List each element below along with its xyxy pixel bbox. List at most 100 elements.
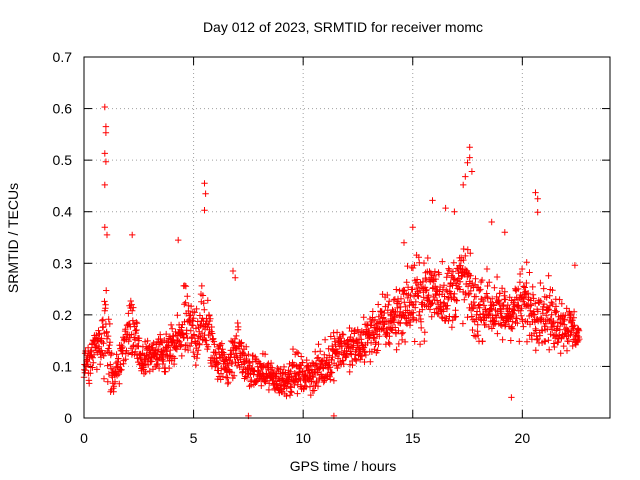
data-point bbox=[472, 275, 479, 282]
data-point bbox=[339, 330, 346, 338]
data-point bbox=[104, 332, 112, 340]
data-point bbox=[334, 364, 341, 372]
data-point bbox=[87, 370, 94, 377]
data-point bbox=[299, 359, 306, 366]
data-point bbox=[488, 325, 496, 332]
data-point bbox=[182, 283, 190, 290]
data-point bbox=[287, 384, 295, 391]
data-point bbox=[507, 324, 515, 332]
data-point bbox=[128, 301, 135, 308]
data-point bbox=[534, 195, 541, 202]
data-point bbox=[303, 356, 310, 364]
data-point bbox=[167, 346, 174, 354]
data-point bbox=[192, 361, 199, 369]
plot-frame bbox=[83, 56, 611, 419]
data-point bbox=[419, 278, 427, 285]
data-point bbox=[326, 373, 333, 380]
data-point bbox=[102, 158, 110, 165]
data-point bbox=[89, 364, 96, 371]
data-point bbox=[531, 311, 538, 318]
data-point bbox=[208, 363, 216, 370]
data-point bbox=[103, 287, 110, 294]
data-point bbox=[393, 286, 400, 293]
data-point bbox=[196, 341, 203, 348]
data-point bbox=[488, 305, 495, 313]
data-point bbox=[184, 293, 191, 300]
data-point bbox=[329, 353, 336, 361]
data-point bbox=[202, 190, 209, 197]
data-point bbox=[296, 375, 303, 382]
data-point bbox=[232, 274, 239, 281]
data-point bbox=[103, 328, 110, 335]
data-point bbox=[97, 354, 105, 361]
data-point bbox=[353, 357, 360, 365]
data-point bbox=[532, 347, 539, 354]
data-point bbox=[407, 318, 414, 326]
data-point bbox=[540, 300, 548, 308]
data-point bbox=[190, 315, 197, 322]
data-point bbox=[162, 368, 169, 375]
data-point bbox=[456, 286, 464, 293]
data-point bbox=[101, 181, 108, 189]
data-point bbox=[132, 329, 139, 337]
data-point bbox=[509, 325, 516, 332]
data-point bbox=[293, 349, 301, 356]
data-point bbox=[422, 287, 430, 294]
data-point bbox=[466, 154, 473, 161]
data-point bbox=[267, 359, 275, 367]
data-point bbox=[467, 250, 474, 257]
data-point bbox=[576, 335, 583, 343]
data-point bbox=[544, 325, 551, 333]
data-point bbox=[133, 320, 141, 327]
data-point bbox=[181, 282, 188, 289]
y-tick-label: 0.7 bbox=[53, 49, 73, 65]
data-point bbox=[101, 298, 108, 305]
data-point bbox=[571, 322, 578, 329]
y-tick-label: 0.6 bbox=[53, 101, 73, 117]
data-point bbox=[274, 364, 281, 372]
chart-title: Day 012 of 2023, SRMTID for receiver mom… bbox=[203, 19, 483, 35]
data-point bbox=[346, 368, 353, 376]
data-point bbox=[349, 361, 356, 369]
data-point bbox=[207, 315, 214, 322]
data-point bbox=[401, 338, 409, 346]
data-point bbox=[239, 369, 246, 376]
data-point bbox=[560, 342, 567, 350]
data-point bbox=[175, 236, 182, 244]
data-point bbox=[233, 332, 240, 340]
data-point bbox=[549, 300, 556, 308]
data-point bbox=[237, 356, 244, 363]
data-point bbox=[111, 378, 119, 385]
data-point bbox=[401, 299, 408, 306]
data-point bbox=[403, 320, 411, 328]
data-point bbox=[90, 359, 97, 366]
data-point bbox=[501, 288, 508, 295]
data-point bbox=[298, 353, 305, 360]
data-point bbox=[219, 373, 227, 380]
data-point bbox=[556, 296, 563, 303]
data-point bbox=[529, 291, 537, 298]
data-point bbox=[212, 349, 219, 357]
data-point bbox=[186, 342, 194, 350]
data-point bbox=[201, 180, 208, 187]
data-point bbox=[231, 335, 239, 343]
data-point bbox=[134, 355, 141, 362]
data-point bbox=[283, 385, 290, 392]
data-point bbox=[340, 360, 347, 368]
data-point bbox=[371, 335, 378, 342]
data-point bbox=[514, 320, 521, 327]
data-point bbox=[315, 341, 322, 348]
data-point bbox=[516, 338, 523, 345]
data-point bbox=[421, 329, 428, 336]
data-point bbox=[204, 343, 212, 350]
data-point bbox=[480, 297, 487, 305]
data-point bbox=[375, 301, 382, 308]
data-point bbox=[248, 376, 255, 384]
data-point bbox=[194, 351, 201, 358]
data-point bbox=[402, 303, 409, 310]
data-point bbox=[561, 316, 568, 323]
data-point bbox=[358, 327, 365, 335]
y-tick-label: 0.4 bbox=[53, 204, 73, 220]
data-point bbox=[105, 370, 113, 378]
data-point bbox=[219, 346, 226, 353]
